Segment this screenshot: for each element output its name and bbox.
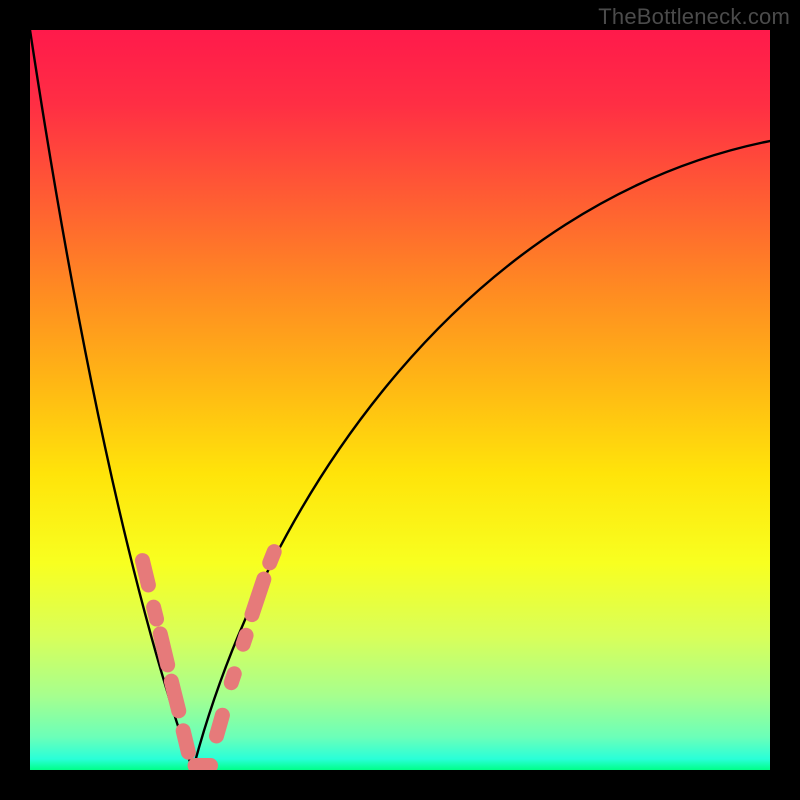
frame: TheBottleneck.com	[0, 0, 800, 800]
watermark: TheBottleneck.com	[598, 4, 790, 30]
bottleneck-curve	[30, 30, 770, 770]
plot-area	[30, 30, 770, 770]
